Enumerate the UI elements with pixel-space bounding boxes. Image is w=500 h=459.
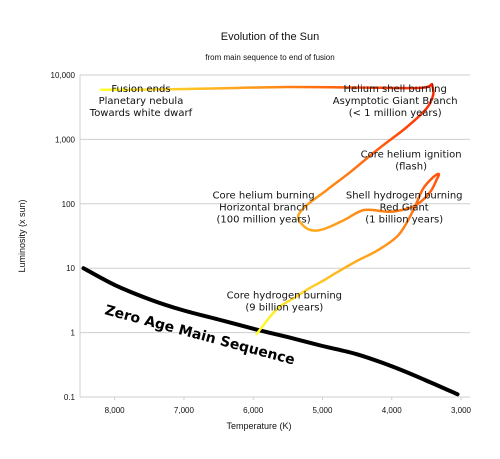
- annotation-text: Planetary nebula: [99, 96, 184, 107]
- annotation-text: Asymptotic Giant Branch: [333, 96, 458, 107]
- annotation-text: Helium shell burning: [344, 84, 447, 95]
- y-tick-label: 100: [62, 200, 76, 209]
- x-tick-label: 3,000: [451, 406, 472, 415]
- x-tick-label: 5,000: [312, 406, 333, 415]
- annotation-text: (< 1 million years): [349, 108, 442, 119]
- y-tick-label: 1: [71, 329, 76, 338]
- y-axis-label: Luminosity (x sun): [17, 199, 27, 272]
- annotation-text: Core hydrogen burning: [227, 290, 342, 301]
- zams-line: [81, 266, 460, 397]
- x-tick-label: 4,000: [382, 406, 403, 415]
- annotation-text: Shell hydrogen burning: [346, 191, 463, 202]
- x-tick-label: 6,000: [243, 406, 264, 415]
- y-tick-label: 0.1: [64, 393, 76, 402]
- x-tick-label: 8,000: [105, 406, 126, 415]
- annotation-text: (flash): [395, 162, 427, 173]
- axes-layer: 10,000 1,000 100 10 1 0.1 8,000 7,000 6,000 5,000…: [51, 71, 472, 415]
- evolution-track-segment: [255, 82, 441, 336]
- annotation-text: Horizontal branch: [219, 203, 308, 214]
- y-tick-label: 10,000: [51, 71, 76, 80]
- y-tick-label: 1,000: [55, 135, 76, 144]
- annotation-text: Towards white dwarf: [89, 108, 193, 119]
- annotation-text: (9 billion years): [245, 302, 323, 313]
- evolution-track-segment: [99, 82, 434, 92]
- chart-subtitle: from main sequence to end of fusion: [205, 53, 334, 62]
- x-axis-label: Temperature (K): [226, 421, 291, 431]
- chart-title: Evolution of the Sun: [221, 31, 319, 43]
- annotation-text: Red Giant: [380, 203, 429, 214]
- annotation-text: Core helium ignition: [361, 150, 462, 161]
- annotation-text: Core helium burning: [213, 191, 315, 202]
- series-layer: [81, 82, 460, 397]
- annotation-text: (100 million years): [217, 215, 311, 226]
- annotation-text: (1 billion years): [365, 215, 443, 226]
- annotation-text: Fusion ends: [111, 84, 170, 95]
- x-tick-label: 7,000: [174, 406, 195, 415]
- y-tick-label: 10: [66, 264, 75, 273]
